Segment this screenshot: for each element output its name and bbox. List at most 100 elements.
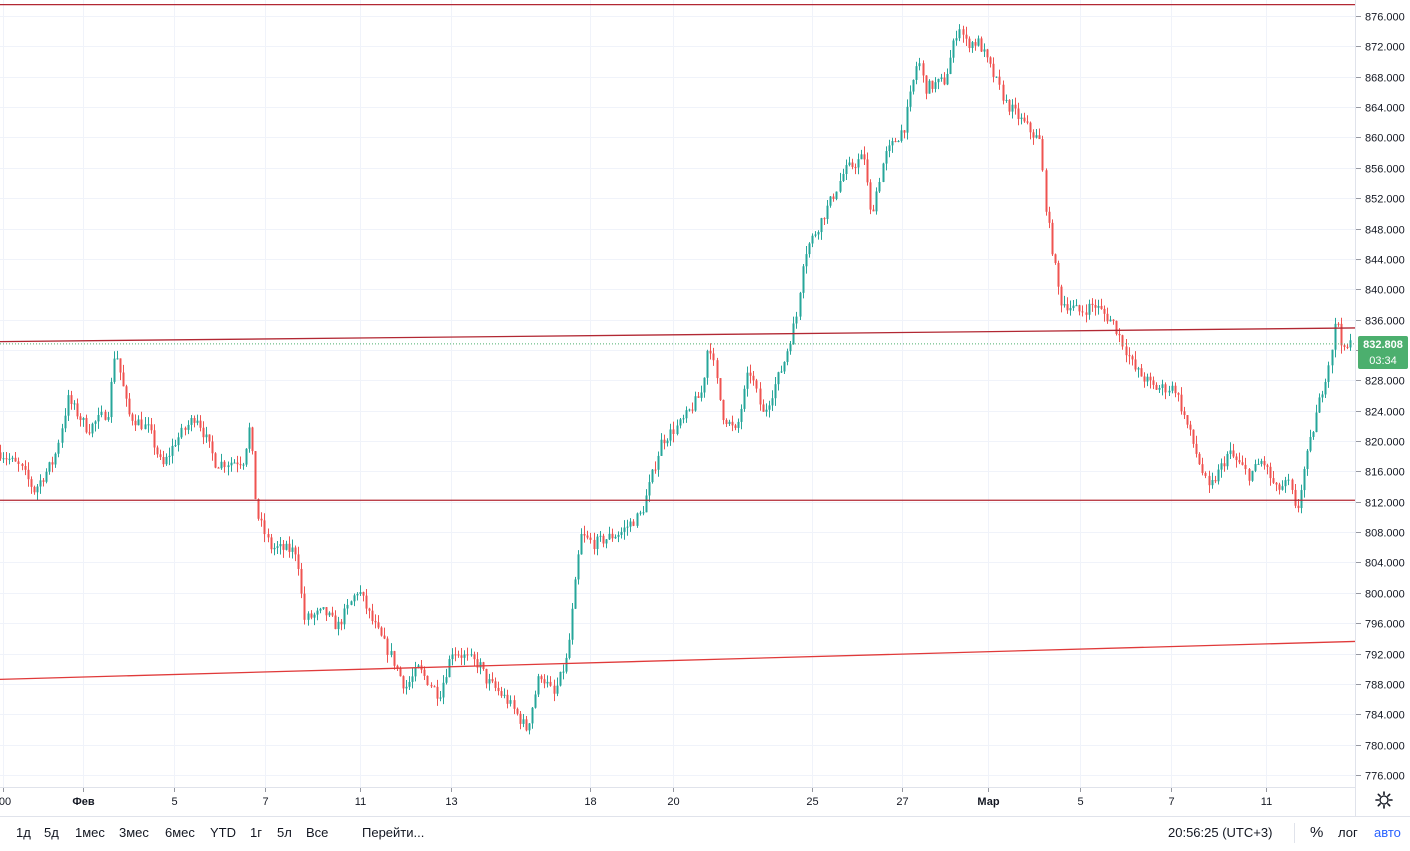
- candle: [150, 417, 153, 434]
- candle: [356, 592, 359, 601]
- log-scale-button[interactable]: лог: [1338, 825, 1358, 840]
- range-all-button[interactable]: Все: [306, 825, 329, 840]
- time-tick-label: 25: [806, 796, 818, 808]
- candle: [1318, 393, 1321, 413]
- candle: [940, 73, 943, 82]
- candle-body: [485, 668, 488, 684]
- candle-body: [602, 535, 605, 544]
- candle-body: [731, 421, 734, 426]
- candle-body: [1309, 436, 1312, 451]
- candle: [390, 643, 393, 658]
- clock: 20:56:25 (UTC+3): [1168, 825, 1273, 840]
- candle-body: [196, 420, 199, 423]
- candle: [230, 457, 233, 472]
- range-1d-button[interactable]: 1д: [16, 825, 31, 840]
- candle-body: [875, 191, 878, 212]
- candle: [540, 674, 543, 683]
- candle: [497, 681, 500, 696]
- candle-body: [48, 462, 51, 472]
- candle: [211, 435, 214, 461]
- candle-body: [537, 676, 540, 695]
- range-5d-button[interactable]: 5д: [44, 825, 59, 840]
- range-ytd-button[interactable]: YTD: [210, 825, 236, 840]
- candle: [193, 415, 196, 428]
- candle-body: [313, 614, 316, 618]
- candle: [632, 519, 635, 527]
- candle: [1091, 298, 1094, 312]
- candle: [568, 633, 571, 660]
- candle-body: [789, 344, 792, 352]
- goto-date-button[interactable]: Перейти...: [362, 825, 425, 840]
- candle-body: [568, 639, 571, 658]
- candle-body: [639, 512, 642, 514]
- candle: [223, 460, 226, 473]
- candle: [1275, 481, 1278, 492]
- candle: [168, 447, 171, 466]
- candle-body: [1226, 453, 1229, 467]
- time-tick-label: 5: [171, 796, 177, 808]
- candle: [1081, 305, 1084, 317]
- range-1m-button[interactable]: 1мес: [75, 825, 105, 840]
- candle-body: [749, 372, 752, 376]
- candle-body: [688, 409, 691, 411]
- range-1y-button[interactable]: 1г: [250, 825, 262, 840]
- candle-body: [147, 424, 150, 426]
- candle-body: [1300, 490, 1303, 509]
- candle: [1164, 382, 1167, 400]
- candle: [962, 25, 965, 43]
- range-3m-button[interactable]: 3мес: [119, 825, 149, 840]
- candle: [1085, 304, 1088, 323]
- candle-body: [350, 601, 353, 605]
- candle: [405, 680, 408, 695]
- candle-body: [509, 700, 512, 704]
- candle-body: [1318, 397, 1321, 413]
- gear-icon[interactable]: [1374, 790, 1394, 810]
- candle: [648, 474, 651, 502]
- candle-body: [1275, 482, 1278, 485]
- candle-body: [1060, 286, 1063, 306]
- candle-body: [1143, 376, 1146, 382]
- trend-line[interactable]: [0, 640, 1356, 681]
- candle-body: [952, 40, 955, 58]
- candle-body: [835, 191, 838, 199]
- candle: [1254, 459, 1257, 473]
- candle-body: [1146, 376, 1149, 382]
- candle: [134, 414, 137, 432]
- candle: [30, 476, 33, 494]
- candle: [1180, 387, 1183, 415]
- chart-area[interactable]: 776.000 780.000 784.000 788.000 792.000 796.0…: [0, 0, 1410, 816]
- candle: [500, 686, 503, 698]
- candle: [783, 361, 786, 374]
- candle: [928, 79, 931, 94]
- trend-line[interactable]: [0, 327, 1356, 343]
- candle-body: [107, 417, 110, 420]
- candle-body: [279, 544, 282, 547]
- candle-body: [860, 154, 863, 160]
- candle: [285, 540, 288, 551]
- candle-body: [57, 442, 60, 454]
- candle: [433, 685, 436, 688]
- candle: [386, 636, 389, 663]
- candle-body: [829, 196, 832, 206]
- candle: [33, 485, 36, 495]
- candle: [1214, 475, 1217, 484]
- candle-body: [383, 635, 386, 639]
- candle-body: [722, 399, 725, 421]
- range-6m-button[interactable]: 6мес: [165, 825, 195, 840]
- price-tick-label: 844.000: [1365, 255, 1405, 267]
- candle-body: [436, 686, 439, 699]
- candle: [952, 38, 955, 63]
- candle-body: [316, 610, 319, 615]
- candle-body: [1023, 117, 1026, 122]
- candle: [125, 384, 128, 407]
- percent-scale-button[interactable]: %: [1310, 824, 1324, 841]
- auto-scale-button[interactable]: авто: [1374, 825, 1401, 840]
- candle-body: [177, 437, 180, 446]
- candle: [14, 451, 17, 462]
- candle: [257, 498, 260, 521]
- candle-body: [1198, 453, 1201, 465]
- range-5y-button[interactable]: 5л: [277, 825, 292, 840]
- candle-body: [759, 388, 762, 405]
- candle: [685, 406, 688, 423]
- candle: [1063, 295, 1066, 308]
